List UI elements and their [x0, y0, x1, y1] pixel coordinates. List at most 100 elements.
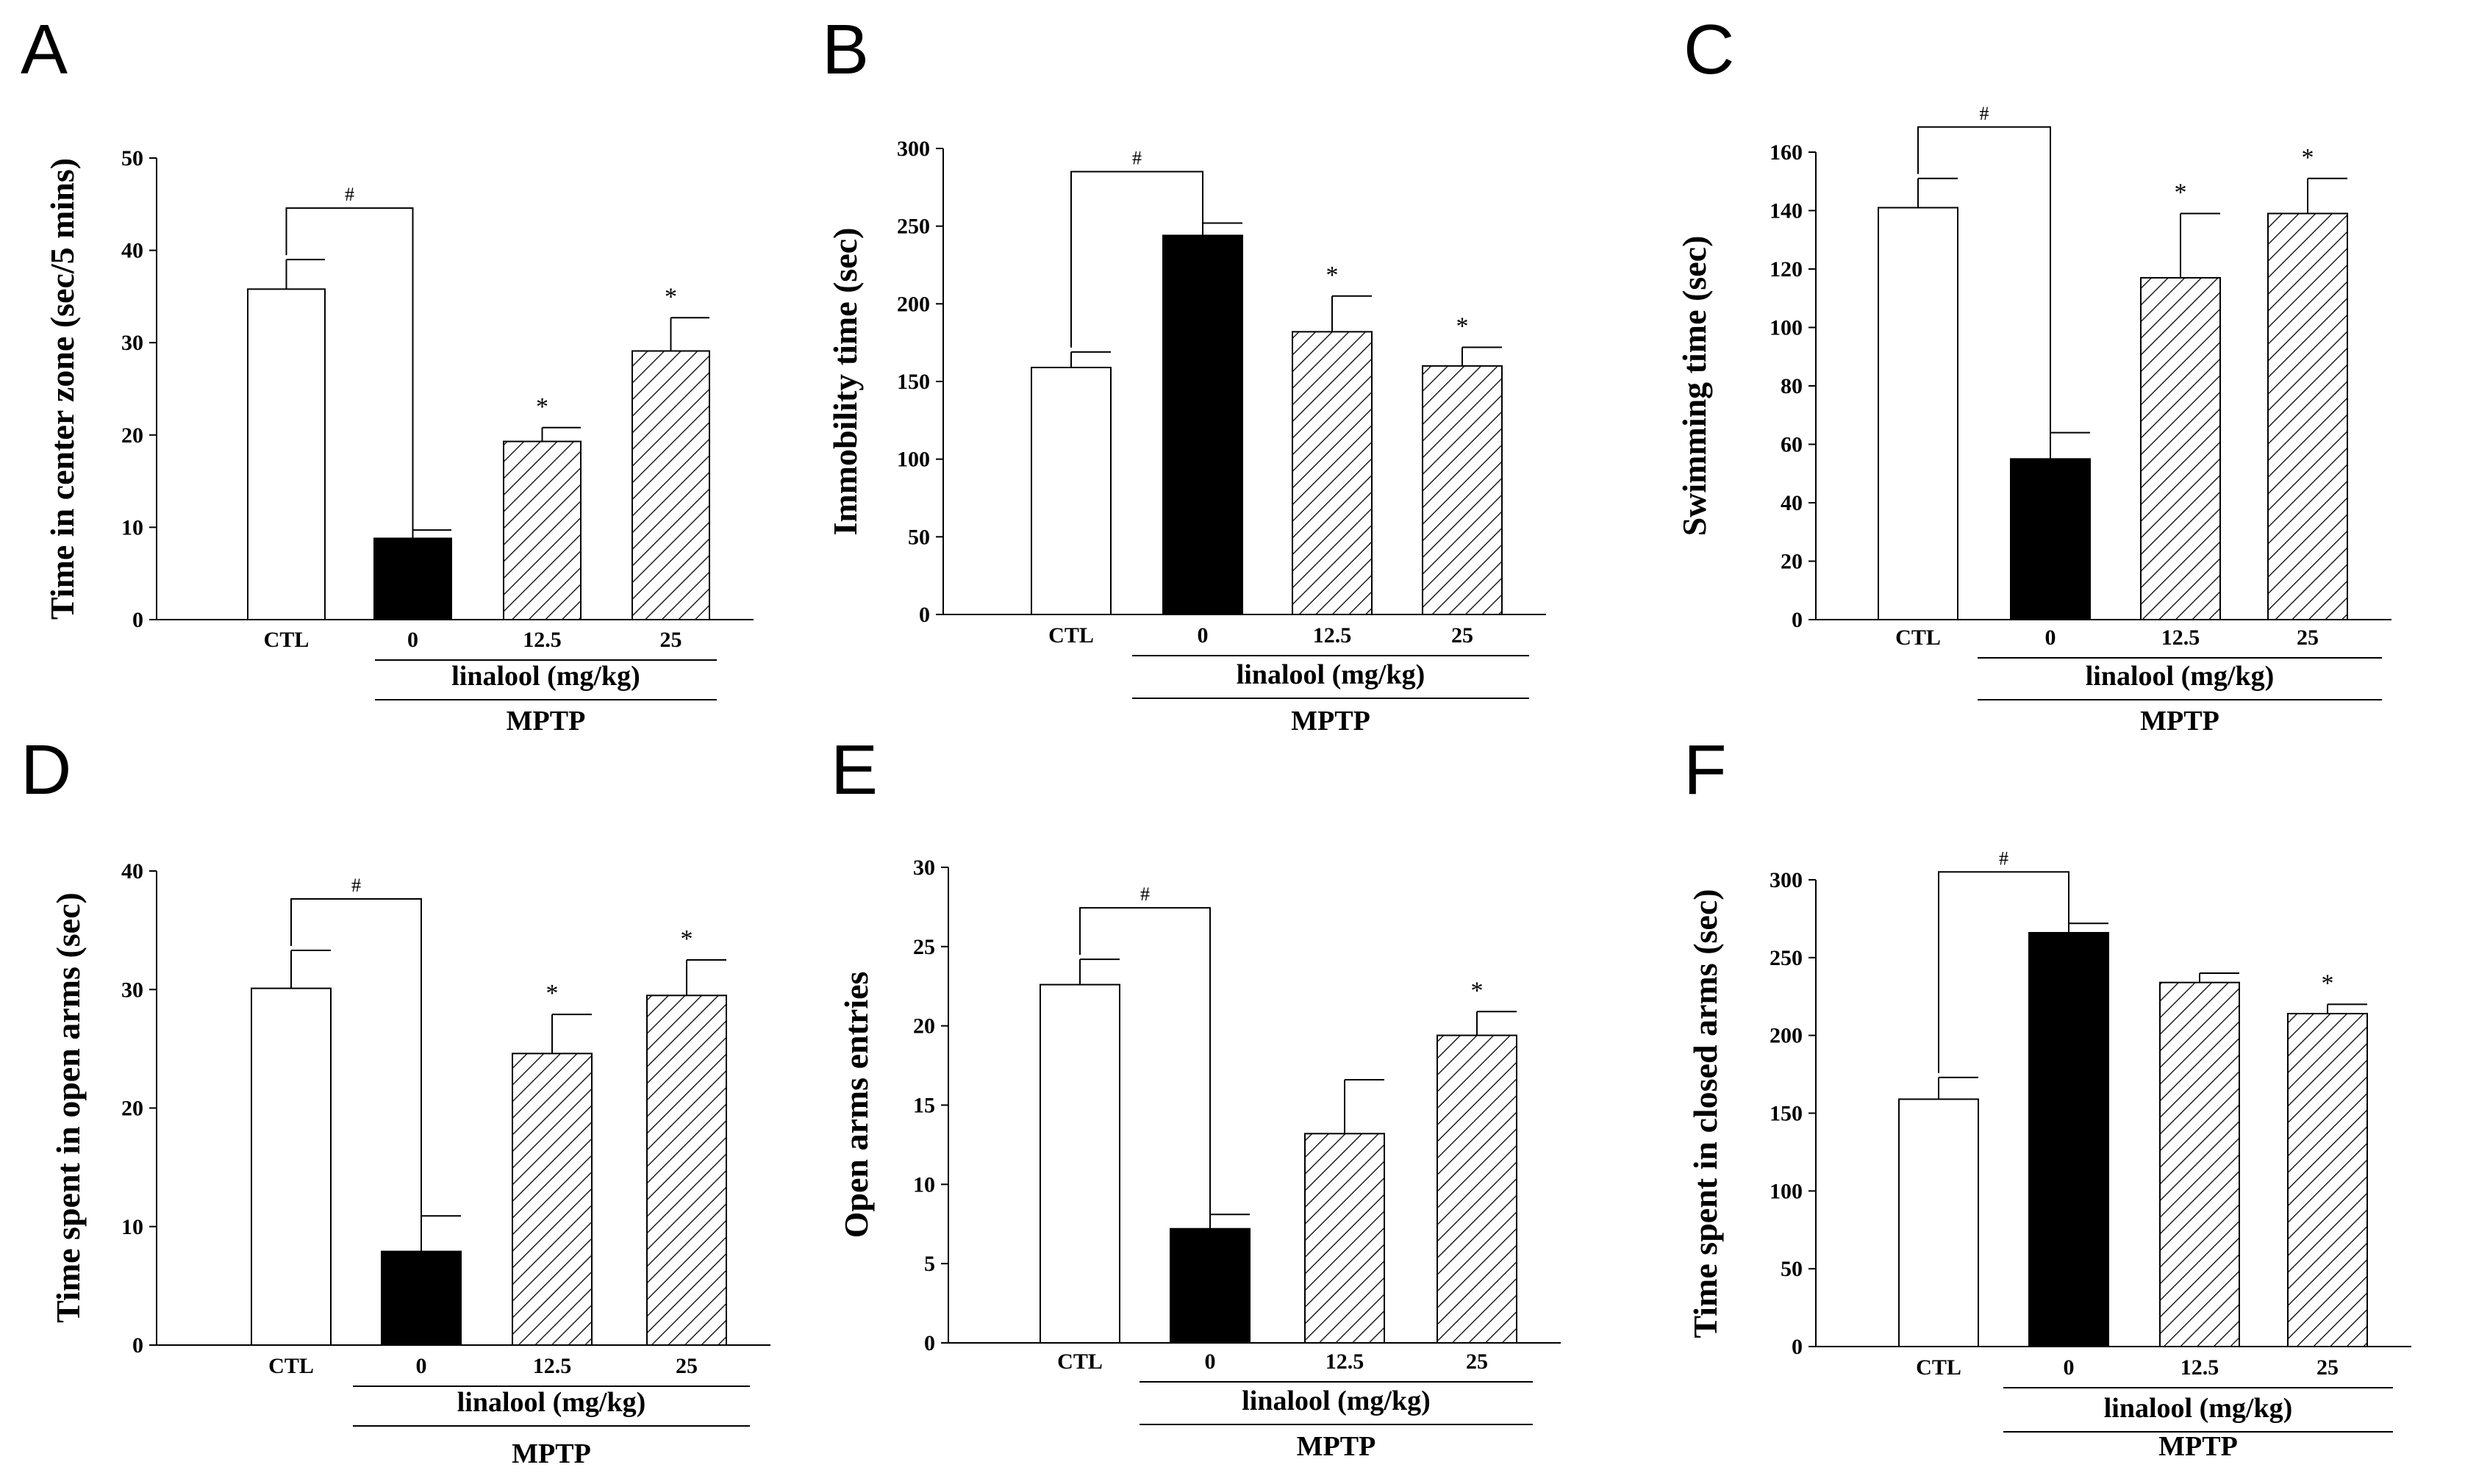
bar	[2140, 276, 2221, 620]
y-tick-label: 20	[121, 1097, 143, 1121]
y-axis-label: Immobility time (sec)	[826, 228, 864, 536]
panel-letter: C	[1684, 10, 1734, 89]
y-tick-label: 250	[897, 215, 930, 239]
bar	[512, 1053, 593, 1346]
bar	[1040, 983, 1120, 1344]
bar	[1304, 1133, 1385, 1344]
bar	[1898, 1098, 1979, 1347]
y-tick-label: 100	[897, 448, 930, 472]
outer-group-label: MPTP	[2158, 1431, 2238, 1462]
panel-e: E Open arms entries 0 5 10 15 20 25 30 CTL 0 12.5 * 2…	[831, 731, 1561, 1462]
y-tick-label: 50	[1781, 1257, 1803, 1281]
x-tick-label: 25	[2297, 625, 2319, 650]
y-tick-label: 20	[121, 423, 143, 448]
bar	[1422, 365, 1503, 615]
x-tick-label: 25	[1451, 623, 1473, 648]
comparison-marker: #	[1980, 103, 1989, 124]
x-tick-label: 0	[1205, 1349, 1216, 1374]
bar	[646, 994, 727, 1346]
significance-marker: *	[1471, 977, 1484, 1004]
comparison-marker: #	[1140, 883, 1150, 905]
bar	[2159, 981, 2240, 1347]
significance-marker: *	[1456, 313, 1469, 340]
x-tick-label: 25	[2316, 1355, 2339, 1380]
y-tick-label: 40	[1781, 491, 1803, 515]
y-tick-label: 10	[121, 1215, 143, 1239]
significance-marker: *	[2322, 969, 2334, 997]
y-tick-label: 300	[1770, 868, 1803, 892]
y-axis-label: Time spent in open arms (sec)	[49, 892, 87, 1323]
outer-group-label: MPTP	[507, 706, 586, 736]
panel-c: C Swimming time (sec) 0 20 40 60 80 100 120 140 16…	[1675, 10, 2391, 736]
comparison-marker: #	[351, 875, 361, 896]
comparison-bracket	[285, 207, 414, 539]
comparison-bracket	[290, 898, 422, 1252]
panel-f: F Time spent in closed arms (sec) 0 50 100 15…	[1684, 731, 2411, 1462]
y-axis-label: Time in center zone (sec/5 mins)	[43, 158, 81, 620]
outer-group-label: MPTP	[512, 1438, 591, 1469]
x-tick-label: CTL	[264, 628, 310, 652]
x-tick-label: 25	[1466, 1349, 1488, 1374]
significance-marker: *	[2302, 144, 2314, 171]
bar	[2287, 1013, 2368, 1347]
x-tick-label: 0	[2064, 1355, 2075, 1380]
panel-d: D Time spent in open arms (sec) 0 10 20 30 40 C…	[21, 731, 770, 1469]
significance-marker: *	[1326, 262, 1339, 289]
y-tick-label: 50	[908, 525, 930, 549]
y-tick-label: 50	[121, 146, 143, 171]
y-axis-label: Open arms entries	[837, 972, 875, 1239]
panel-a: A Time in center zone (sec/5 mins) 0 10 20 30…	[21, 10, 754, 736]
x-tick-label: CTL	[268, 1354, 314, 1378]
bar	[632, 350, 710, 620]
group-label: linalool (mg/kg)	[2104, 1393, 2293, 1424]
bar	[251, 987, 332, 1346]
group-label: linalool (mg/kg)	[457, 1387, 646, 1418]
outer-group-label: MPTP	[1297, 1431, 1376, 1462]
y-tick-label: 250	[1770, 946, 1803, 970]
x-tick-label: 0	[407, 628, 418, 652]
y-tick-label: 40	[121, 239, 143, 263]
y-tick-label: 20	[1781, 550, 1803, 574]
outer-group-label: MPTP	[2140, 706, 2219, 736]
bar	[381, 1250, 462, 1347]
x-tick-label: CTL	[1916, 1355, 1961, 1380]
bar	[503, 440, 582, 620]
comparison-marker: #	[1999, 847, 2008, 869]
group-label: linalool (mg/kg)	[2086, 661, 2275, 692]
x-tick-label: 0	[2045, 625, 2056, 650]
bar	[2028, 931, 2109, 1347]
bar	[2267, 212, 2348, 621]
bar	[1878, 207, 1958, 620]
y-tick-label: 60	[1781, 433, 1803, 457]
x-tick-label: 12.5	[2180, 1355, 2219, 1380]
y-tick-label: 0	[1792, 1335, 1803, 1359]
y-tick-label: 100	[1770, 1179, 1803, 1203]
y-axis-label: Swimming time (sec)	[1675, 236, 1713, 537]
y-tick-label: 20	[913, 1014, 935, 1039]
comparison-marker: #	[345, 184, 354, 205]
y-tick-label: 80	[1781, 374, 1803, 398]
x-tick-label: 12.5	[523, 628, 562, 652]
significance-marker: *	[665, 283, 677, 310]
group-label: linalool (mg/kg)	[1242, 1386, 1431, 1416]
significance-marker: *	[681, 925, 693, 953]
x-tick-label: CTL	[1048, 623, 1094, 648]
comparison-bracket	[1938, 871, 2069, 1073]
panel-letter: F	[1684, 731, 1727, 809]
y-tick-label: 200	[897, 292, 930, 316]
x-tick-label: CTL	[1895, 625, 1941, 650]
x-tick-label: 25	[660, 628, 682, 652]
bar	[1437, 1034, 1517, 1344]
bar	[373, 537, 452, 620]
y-tick-label: 15	[913, 1094, 935, 1118]
y-tick-label: 10	[913, 1172, 935, 1197]
y-tick-label: 30	[121, 331, 143, 355]
y-tick-label: 120	[1770, 257, 1803, 282]
significance-marker: *	[546, 980, 559, 1007]
comparison-bracket	[1070, 171, 1203, 348]
y-tick-label: 0	[919, 603, 930, 627]
bar	[1031, 366, 1112, 615]
y-tick-label: 200	[1770, 1024, 1803, 1048]
